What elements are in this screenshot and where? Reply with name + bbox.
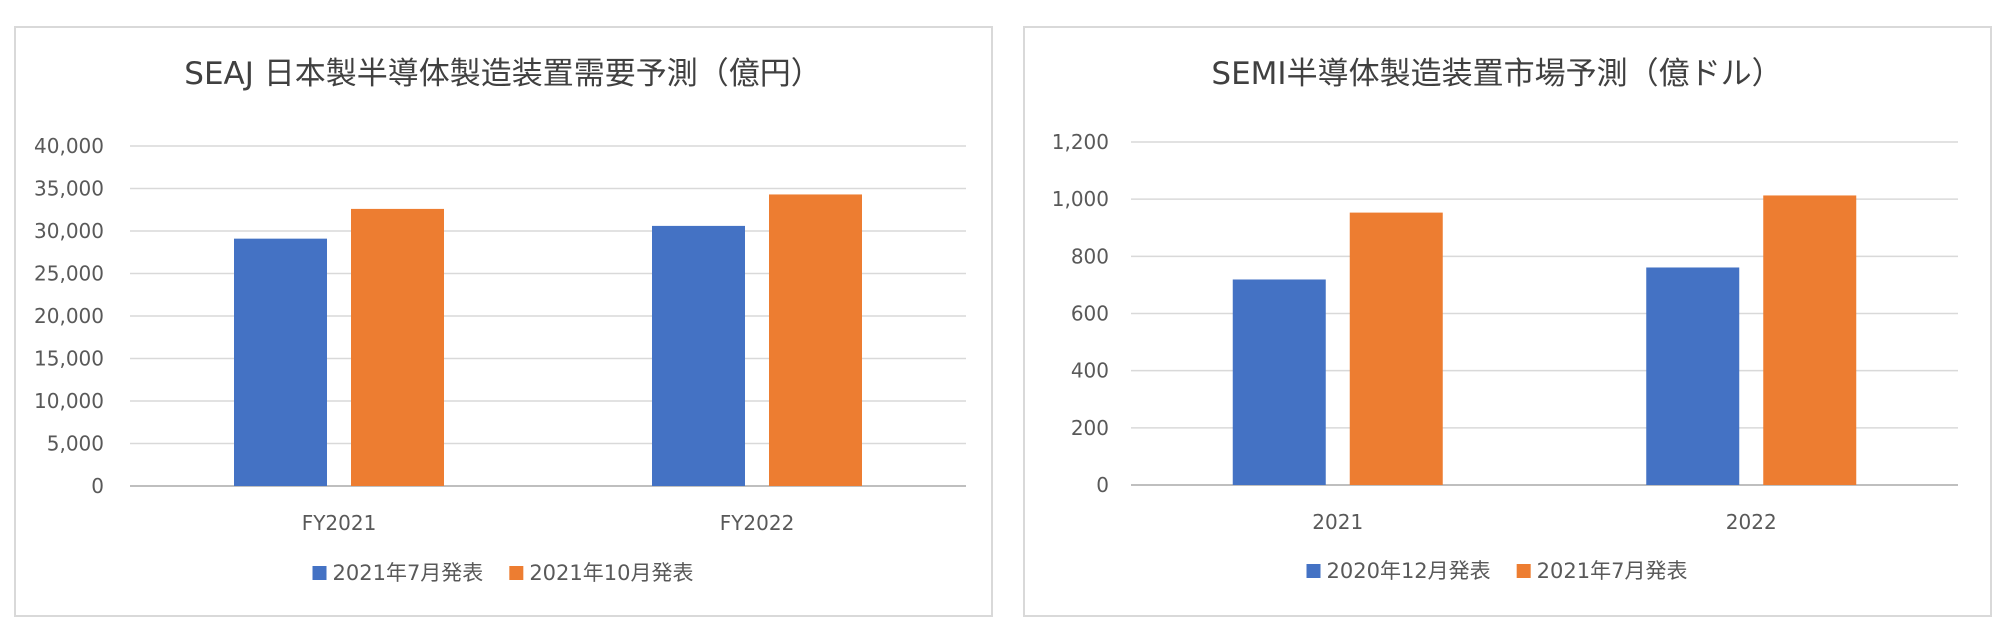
semi-x-category-label: 2022 [1726, 510, 1777, 534]
seaj-y-tick-label: 20,000 [34, 304, 104, 328]
semi-legend: 2020年12月発表 2021年7月発表 [1306, 559, 1688, 583]
semi-y-tick-label: 200 [1071, 416, 1109, 440]
semi-legend-swatch-2 [1516, 564, 1531, 578]
semi-bar-2-2021 [1349, 212, 1443, 485]
seaj-y-tick-label: 30,000 [34, 219, 104, 243]
seaj-y-tick-label: 15,000 [34, 347, 104, 371]
semi-chart-title: SEMI半導体製造装置市場予測（億ドル） [1211, 56, 1782, 92]
semi-y-tick-label: 600 [1071, 302, 1109, 326]
semi-legend-label-1: 2020年12月発表 [1327, 559, 1491, 583]
seaj-y-tick-label: 0 [91, 474, 104, 498]
seaj-legend-swatch-1 [312, 566, 327, 580]
semi-y-tick-label: 1,200 [1052, 130, 1109, 154]
semi-chart-panel: SEMI半導体製造装置市場予測（億ドル） 0 200 400 600 800 1,000 1,… [1023, 26, 1992, 617]
seaj-y-tick-label: 35,000 [34, 177, 104, 201]
semi-y-tick-label: 800 [1071, 244, 1109, 268]
seaj-chart-panel: SEAJ 日本製半導体製造装置需要予測（億円） 0 5,000 10,000 15,00… [14, 26, 993, 617]
semi-y-tick-label: 400 [1071, 359, 1109, 383]
seaj-y-tick-label: 25,000 [34, 262, 104, 286]
seaj-legend-label-1: 2021年7月発表 [333, 561, 484, 585]
seaj-y-tick-label: 5,000 [47, 432, 104, 456]
semi-y-tick-label: 1,000 [1052, 187, 1109, 211]
seaj-y-tick-label: 10,000 [34, 389, 104, 413]
semi-legend-label-2: 2021年7月発表 [1537, 559, 1688, 583]
semi-bar-1-2022 [1646, 267, 1740, 485]
seaj-chart-title: SEAJ 日本製半導体製造装置需要予測（億円） [184, 56, 821, 92]
seaj-x-category-label: FY2022 [720, 511, 795, 535]
seaj-bar-1-FY2021 [234, 238, 327, 486]
seaj-bar-1-FY2022 [652, 225, 745, 486]
semi-bar-2-2022 [1763, 195, 1857, 485]
semi-legend-swatch-1 [1306, 564, 1321, 578]
seaj-legend: 2021年7月発表 2021年10月発表 [312, 561, 693, 585]
seaj-bar-2-FY2021 [351, 208, 444, 486]
semi-y-tick-label: 0 [1096, 473, 1109, 497]
semi-bar-1-2021 [1232, 279, 1326, 485]
seaj-legend-swatch-2 [509, 566, 524, 580]
seaj-y-tick-label: 40,000 [34, 134, 104, 158]
seaj-legend-label-2: 2021年10月発表 [529, 561, 693, 585]
semi-chart-svg: SEMI半導体製造装置市場予測（億ドル） 0 200 400 600 800 1,000 1,… [1052, 56, 1958, 583]
seaj-bar-2-FY2022 [769, 194, 862, 486]
seaj-chart-svg: SEAJ 日本製半導体製造装置需要予測（億円） 0 5,000 10,000 15,00… [34, 56, 966, 585]
seaj-x-category-label: FY2021 [302, 511, 377, 535]
semi-x-category-label: 2021 [1312, 510, 1363, 534]
